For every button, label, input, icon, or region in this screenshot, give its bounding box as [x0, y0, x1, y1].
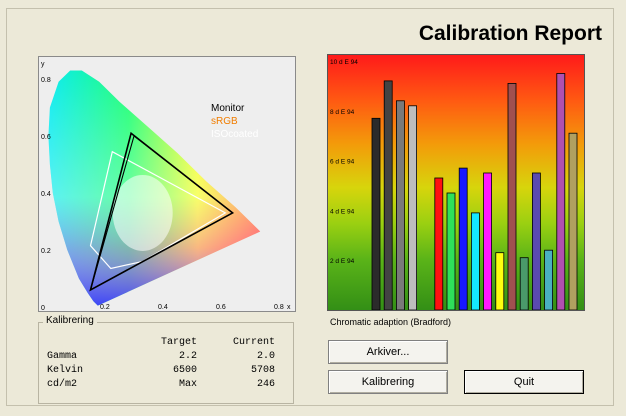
x-axis-label: x: [287, 304, 291, 311]
chart-xlabel: Chromatic adaption (Bradford): [330, 317, 452, 327]
table-row: cd/m2 Max 246: [47, 377, 275, 391]
delta-e-bar: [458, 167, 468, 310]
x-tick-label: 0.8: [274, 304, 284, 311]
monitor-gamut: [89, 131, 235, 292]
table-row: Kelvin 6500 5708: [47, 363, 275, 377]
y-tick-label: 4 d E 94: [330, 208, 355, 215]
delta-e-plot: 10 d E 94 8 d E 94 6 d E 94 4 d E 94 2 d E 9…: [330, 59, 578, 310]
delta-e-bar: [556, 73, 566, 310]
current-value: 246: [256, 378, 275, 390]
delta-e-bar: [519, 257, 529, 310]
y-tick-label: 10 d E 94: [330, 59, 358, 66]
gamut-chart: 0.8 0.6 0.4 0.2 0 0.2 0.4 0.6 0.8 y x Monitor sRGB I…: [38, 56, 296, 312]
target-value: Max: [178, 378, 197, 390]
calibrate-button[interactable]: Kalibrering: [328, 370, 448, 394]
legend-item-monitor: Monitor: [211, 103, 245, 114]
target-value: 6500: [172, 364, 197, 376]
delta-e-bar: [531, 172, 541, 310]
y-axis-label: y: [41, 61, 45, 68]
x-tick-label: 0.2: [100, 304, 110, 311]
delta-e-bar: [434, 177, 444, 310]
kalibrering-group: Kalibrering Target Current Gamma 2.2 2.0…: [38, 315, 294, 404]
delta-e-bar: [483, 172, 493, 310]
column-header: [47, 335, 127, 349]
y-tick-label: 0.6: [41, 134, 51, 141]
quit-button[interactable]: Quit: [464, 370, 584, 394]
y-tick-label: 8 d E 94: [330, 109, 355, 116]
gamut-plot: 0.8 0.6 0.4 0.2 0 0.2 0.4 0.6 0.8 y x: [41, 61, 291, 311]
column-header-current: Current: [232, 336, 275, 348]
gamut-legend: Monitor sRGB ISOcoated: [211, 102, 258, 141]
y-tick-label: 0.4: [41, 191, 51, 198]
delta-e-bar: [495, 252, 505, 310]
delta-e-bar: [371, 117, 381, 310]
x-tick-label: 0.4: [158, 304, 168, 311]
current-value: 2.0: [256, 350, 275, 362]
delta-e-bar: [568, 132, 578, 310]
legend-item-isocoated: ISOcoated: [211, 129, 259, 140]
row-label: Kelvin: [47, 364, 84, 376]
delta-e-bar: [383, 80, 393, 310]
group-title: Kalibrering: [43, 315, 97, 326]
y-tick-label: 2 d E 94: [330, 258, 355, 265]
calibration-table: Target Current Gamma 2.2 2.0 Kelvin 6500…: [47, 335, 275, 391]
row-label: Gamma: [47, 350, 78, 362]
white-point-glow: [112, 174, 173, 251]
y-tick-label: 0: [41, 305, 45, 311]
table-header-row: Target Current: [47, 335, 275, 349]
delta-e-bar: [446, 192, 456, 310]
archive-button[interactable]: Arkiver...: [328, 340, 448, 364]
target-value: 2.2: [178, 350, 197, 362]
delta-e-bar: [470, 212, 480, 310]
current-value: 5708: [250, 364, 275, 376]
y-tick-label: 6 d E 94: [330, 159, 355, 166]
delta-e-bar: [396, 100, 405, 310]
delta-e-bar: [507, 82, 517, 310]
delta-e-chart: 10 d E 94 8 d E 94 6 d E 94 4 d E 94 2 d E 9…: [327, 54, 585, 311]
delta-e-bar: [544, 249, 554, 310]
gamut-locus-shade: [48, 70, 261, 306]
y-tick-label: 0.8: [41, 77, 51, 84]
table-row: Gamma 2.2 2.0: [47, 349, 275, 363]
column-header-target: Target: [160, 336, 197, 348]
legend-item-srgb: sRGB: [211, 116, 238, 127]
window-frame: [6, 8, 614, 406]
page-title: Calibration Report: [418, 22, 602, 45]
x-tick-label: 0.6: [216, 304, 226, 311]
delta-e-bar: [408, 105, 417, 310]
row-label: cd/m2: [47, 378, 78, 390]
y-tick-label: 0.2: [41, 248, 51, 255]
